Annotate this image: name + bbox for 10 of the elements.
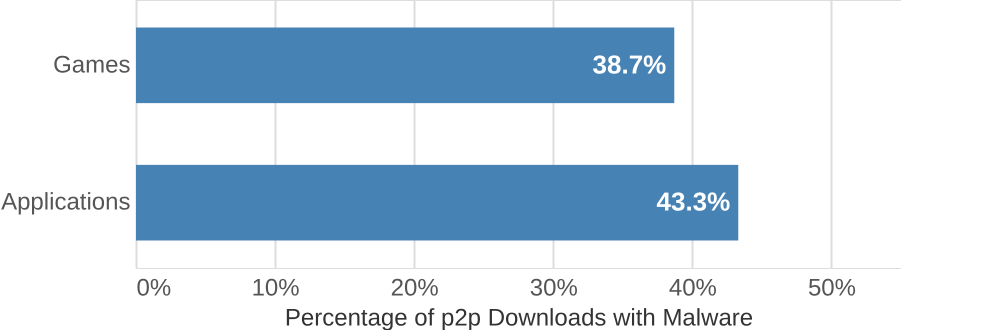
x-tick-label: 40% [668,274,717,302]
y-tick-label: Games [53,51,130,78]
y-tick-label: Applications [1,188,130,216]
data-label: 43.3% [656,186,730,217]
x-tick-label: 50% [808,274,856,302]
x-tick-label: 20% [390,274,439,302]
x-tick-label: 30% [530,274,578,302]
x-tick-label: 0% [136,274,172,302]
data-label: 38.7% [592,49,666,80]
x-tick-label: 10% [252,274,300,302]
